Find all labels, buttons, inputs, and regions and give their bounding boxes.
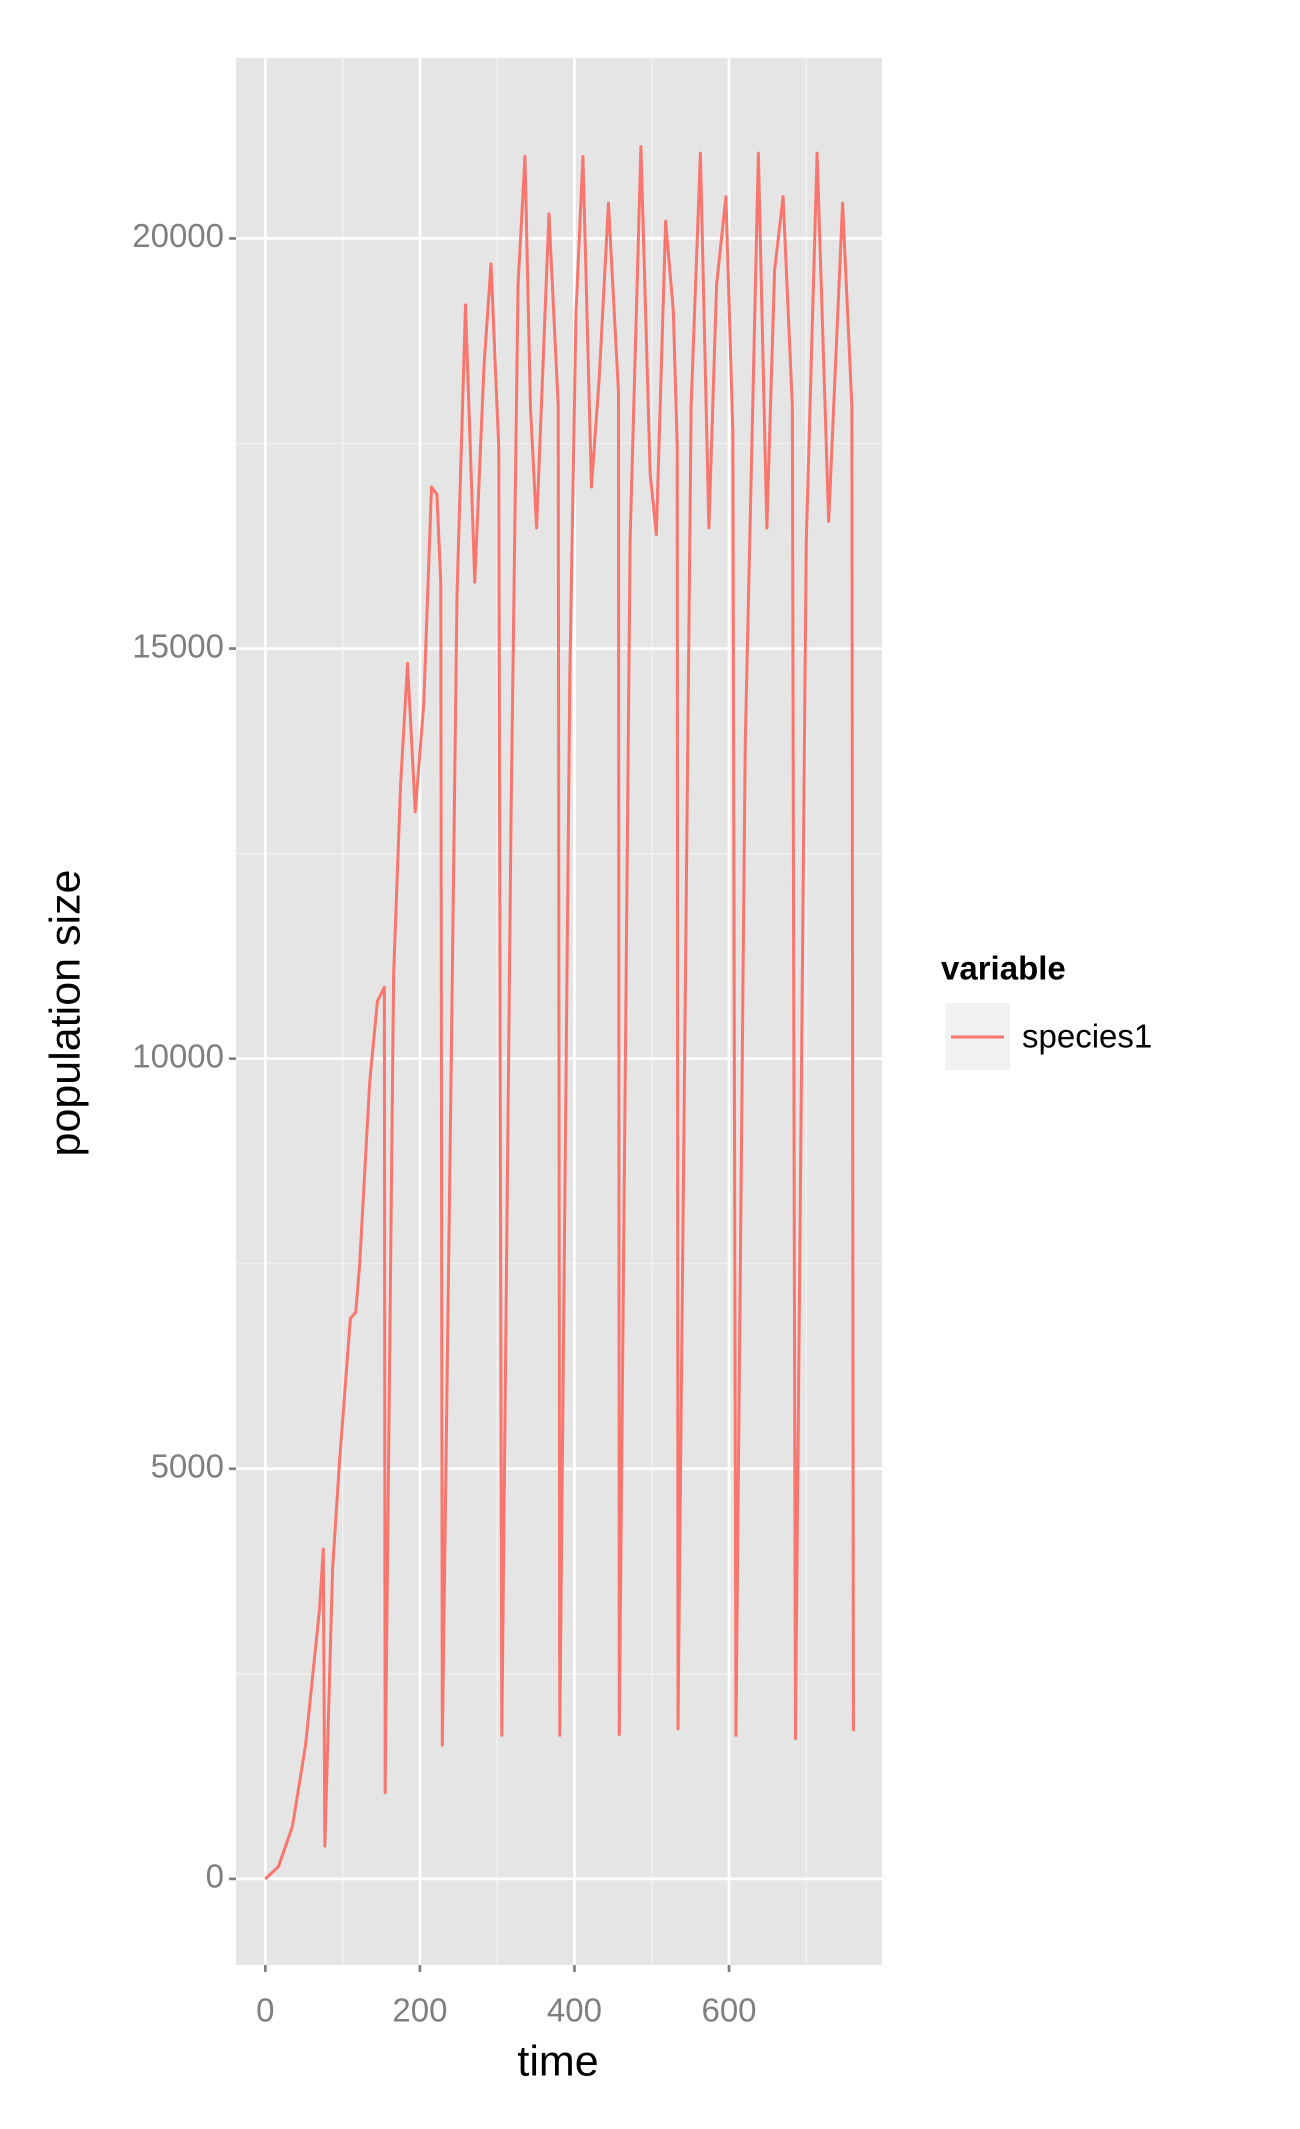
y-tick-label: 0 (206, 1858, 224, 1895)
y-axis-title: population size (41, 870, 89, 1157)
x-axis-title: time (517, 2037, 598, 2085)
x-tick-label: 600 (701, 1992, 756, 2029)
legend-label: species1 (1022, 1018, 1152, 1055)
x-tick-label: 400 (547, 1992, 602, 2029)
x-tick-label: 0 (256, 1992, 274, 2029)
y-tick-label: 10000 (132, 1037, 224, 1074)
y-tick-label: 15000 (132, 627, 224, 664)
y-tick-label: 20000 (132, 217, 224, 254)
x-tick-label: 200 (392, 1992, 447, 2029)
y-tick-label: 5000 (151, 1447, 224, 1484)
series-line (264, 145, 855, 1880)
legend-title: variable (941, 950, 1066, 987)
